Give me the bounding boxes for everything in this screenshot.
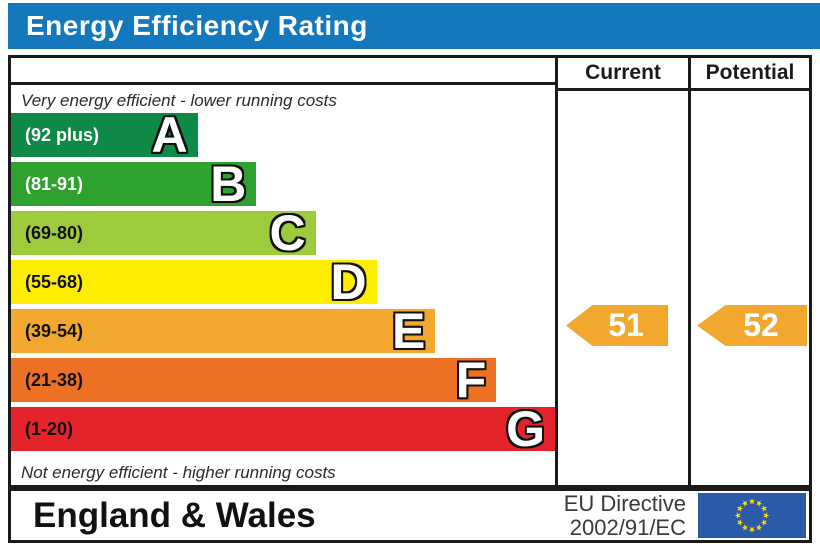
- potential-rating-arrow: 52: [697, 305, 807, 346]
- band-row: (81-91) B: [11, 156, 555, 212]
- eu-directive-line1: EU Directive: [563, 490, 686, 516]
- band-range-label: (69-80): [25, 222, 84, 243]
- band-letter: G: [506, 401, 545, 457]
- eu-directive-line2: 2002/91/EC: [569, 514, 686, 540]
- band-row: (92 plus) A: [11, 107, 555, 163]
- band-range-label: (1-20): [25, 418, 74, 439]
- band-d-bar: (55-68) D: [11, 254, 377, 310]
- band-row: (69-80) C: [11, 205, 555, 261]
- band-f-bar: (21-38) F: [11, 352, 497, 408]
- page-title: Energy Efficiency Rating: [8, 3, 820, 49]
- band-scale-body: Very energy efficient - lower running co…: [11, 85, 555, 485]
- eu-flag-icon: [698, 493, 806, 538]
- band-a-bar: (92 plus) A: [11, 107, 198, 163]
- band-range-label: (81-91): [25, 173, 84, 194]
- current-column: Current 51: [555, 58, 688, 485]
- band-e-bar: (39-54) E: [11, 303, 436, 359]
- band-row: (21-38) F: [11, 352, 555, 408]
- band-row: (1-20) G: [11, 401, 555, 457]
- potential-column-header: Potential: [691, 58, 809, 91]
- potential-column: Potential 52: [688, 58, 809, 485]
- band-letter: B: [210, 156, 247, 212]
- current-rating-arrow: 51: [566, 305, 668, 346]
- band-b-bar: (81-91) B: [11, 156, 257, 212]
- band-letter: F: [455, 352, 487, 408]
- bottom-caption: Not energy efficient - higher running co…: [21, 463, 336, 482]
- footer: England & Wales EU Directive 2002/91/EC: [8, 488, 812, 543]
- band-range-label: (92 plus): [25, 124, 100, 145]
- band-c-bar: (69-80) C: [11, 205, 316, 261]
- region-label: England & Wales: [33, 495, 316, 535]
- band-letter: E: [391, 303, 426, 359]
- band-scale-column-header: [11, 58, 555, 85]
- band-range-label: (55-68): [25, 271, 84, 292]
- band-range-label: (39-54): [25, 320, 84, 341]
- current-column-header: Current: [558, 58, 688, 91]
- band-letter: C: [269, 205, 306, 261]
- band-row: (55-68) D: [11, 254, 555, 310]
- band-letter: D: [330, 254, 367, 310]
- band-scale-column: Very energy efficient - lower running co…: [11, 58, 555, 485]
- band-row: (39-54) E: [11, 303, 555, 359]
- band-g-bar: (1-20) G: [11, 401, 555, 457]
- eu-directive-label: EU Directive 2002/91/EC: [563, 490, 686, 540]
- band-range-label: (21-38): [25, 369, 84, 390]
- potential-rating-value: 52: [743, 307, 779, 343]
- rating-table: Very energy efficient - lower running co…: [8, 55, 812, 488]
- band-letter: A: [151, 107, 188, 163]
- current-rating-value: 51: [608, 307, 644, 343]
- top-caption: Very energy efficient - lower running co…: [21, 91, 337, 110]
